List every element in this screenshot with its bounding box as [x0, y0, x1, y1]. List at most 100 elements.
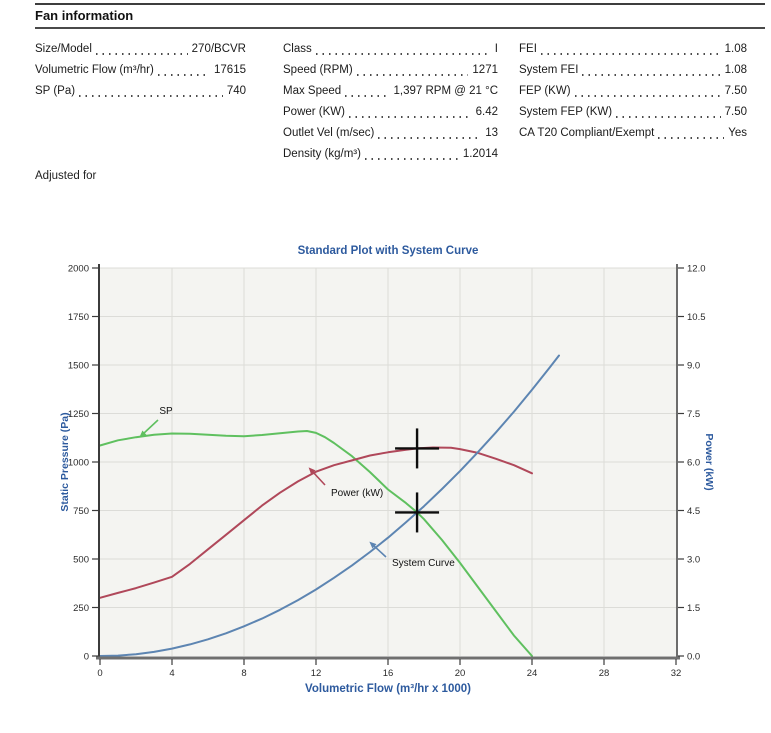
fan-info-label: CA T20 Compliant/Exempt: [519, 127, 655, 139]
tick-label-right: 6.0: [687, 457, 700, 468]
fan-info-row: System FEP (KW) 7.50: [519, 102, 747, 123]
annotation-arrowhead: [139, 430, 147, 438]
tick-label-left: 1500: [68, 360, 89, 371]
tick-label-right: 9.0: [687, 360, 700, 371]
fan-info-value: 1271: [472, 64, 498, 76]
adjusted-for-label: Adjusted for: [35, 170, 97, 182]
dot-leader: [364, 158, 459, 160]
fan-info-value: 1.2014: [462, 148, 498, 160]
tick-label-left: 0: [84, 651, 89, 662]
fan-info-value: 1.08: [724, 64, 747, 76]
fan-info-row: Volumetric Flow (m³/hr) 17615: [35, 60, 246, 81]
tick-label-bottom: 4: [169, 668, 174, 679]
fan-curve-chart: SP Power (kW) System Curve 0 250 500 750 1000 12…: [59, 245, 715, 695]
dot-leader: [348, 116, 472, 118]
fan-info-row: System FEI 1.08: [519, 60, 747, 81]
dot-leader: [157, 74, 211, 76]
fan-info-row: FEP (KW) 7.50: [519, 81, 747, 102]
curve-label: System Curve: [392, 558, 455, 569]
fan-info-row: Max Speed 1,397 RPM @ 21 °C: [283, 81, 498, 102]
chart-container: SP Power (kW) System Curve 0 250 500 750 1000 12…: [55, 238, 715, 708]
tick-label-bottom: 32: [671, 668, 682, 679]
fan-info-label: Power (KW): [283, 106, 345, 118]
fan-info-value: 17615: [214, 64, 246, 76]
annotation-arrow: [372, 544, 387, 558]
fan-info-label: FEI: [519, 43, 537, 55]
tick-label-bottom: 16: [383, 668, 394, 679]
fan-info-row: Density (kg/m³) 1.2014: [283, 144, 498, 165]
fan-info-column-3: FEI 1.08 System FEI 1.08 FEP (KW) 7.50 System …: [519, 39, 747, 144]
fan-info-label: Outlet Vel (m/sec): [283, 127, 375, 139]
annotation-arrow: [142, 419, 159, 435]
tick-label-bottom: 12: [311, 668, 322, 679]
fan-info-label: SP (Pa): [35, 85, 76, 97]
dot-leader: [79, 95, 223, 97]
fan-info-row: SP (Pa) 740: [35, 81, 246, 102]
fan-info-value: I: [494, 43, 498, 55]
tick-label-bottom: 28: [599, 668, 610, 679]
fan-info-label: System FEP (KW): [519, 106, 613, 118]
tick-label-bottom: 20: [455, 668, 466, 679]
tick-label-right: 10.5: [687, 312, 706, 323]
fan-info-row: CA T20 Compliant/Exempt Yes: [519, 123, 747, 144]
title-underline-rule: [35, 27, 765, 29]
dot-leader: [356, 74, 469, 76]
curve-system-curve: [99, 354, 560, 657]
fan-info-label: Speed (RPM): [283, 64, 353, 76]
dot-leader: [616, 116, 721, 118]
tick-label-left: 1250: [68, 409, 89, 420]
page-title: Fan information: [35, 8, 134, 23]
y-axis-left-title: Static Pressure (Pa): [59, 412, 71, 511]
fan-info-value: 1,397 RPM @ 21 °C: [393, 85, 498, 97]
tick-label-bottom: 8: [241, 668, 246, 679]
fan-info-value: 7.50: [724, 106, 747, 118]
tick-label-left: 500: [73, 554, 89, 565]
dot-leader: [95, 53, 188, 55]
dot-leader: [540, 53, 721, 55]
tick-label-right: 4.5: [687, 506, 700, 517]
fan-info-label: Max Speed: [283, 85, 342, 97]
tick-label-right: 7.5: [687, 409, 700, 420]
fan-info-row: Speed (RPM) 1271: [283, 60, 498, 81]
tick-label-right: 12.0: [687, 263, 706, 274]
curve-label: SP: [159, 406, 173, 417]
tick-label-bottom: 24: [527, 668, 538, 679]
tick-label-right: 3.0: [687, 554, 700, 565]
tick-label-right: 0.0: [687, 651, 700, 662]
fan-info-label: System FEI: [519, 64, 579, 76]
fan-info-label: Class: [283, 43, 312, 55]
tick-label-right: 1.5: [687, 603, 700, 614]
curve-power-kw: [99, 446, 533, 599]
dot-leader: [345, 95, 390, 97]
fan-info-label: Volumetric Flow (m³/hr): [35, 64, 154, 76]
annotation-arrow: [311, 470, 326, 486]
fan-info-column-2: Class I Speed (RPM) 1271 Max Speed 1,397 RPM …: [283, 39, 498, 165]
y-axis-right-title: Power (kW): [703, 433, 715, 490]
tick-label-left: 1000: [68, 457, 89, 468]
tick-label-left: 750: [73, 506, 89, 517]
fan-info-value: 7.50: [724, 85, 747, 97]
fan-info-row: Class I: [283, 39, 498, 60]
x-axis-title: Volumetric Flow (m³/hr x 1000): [305, 683, 471, 695]
fan-info-row: FEI 1.08: [519, 39, 747, 60]
fan-info-value: 740: [226, 85, 246, 97]
annotation-arrowhead: [308, 467, 316, 475]
fan-info-value: 270/BCVR: [191, 43, 246, 55]
fan-info-row: Size/Model 270/BCVR: [35, 39, 246, 60]
fan-info-value: 13: [485, 127, 498, 139]
tick-label-bottom: 0: [97, 668, 102, 679]
dot-leader: [658, 137, 725, 139]
dot-leader: [378, 137, 482, 139]
fan-info-row: Power (KW) 6.42: [283, 102, 498, 123]
top-rule: [35, 3, 765, 5]
annotation-arrowhead: [369, 541, 377, 549]
fan-info-value: 6.42: [475, 106, 498, 118]
tick-label-left: 1750: [68, 312, 89, 323]
fan-info-label: FEP (KW): [519, 85, 571, 97]
fan-info-value: 1.08: [724, 43, 747, 55]
curve-sp: [99, 430, 533, 657]
fan-info-label: Size/Model: [35, 43, 92, 55]
chart-title: Standard Plot with System Curve: [298, 245, 479, 257]
dot-leader: [582, 74, 721, 76]
